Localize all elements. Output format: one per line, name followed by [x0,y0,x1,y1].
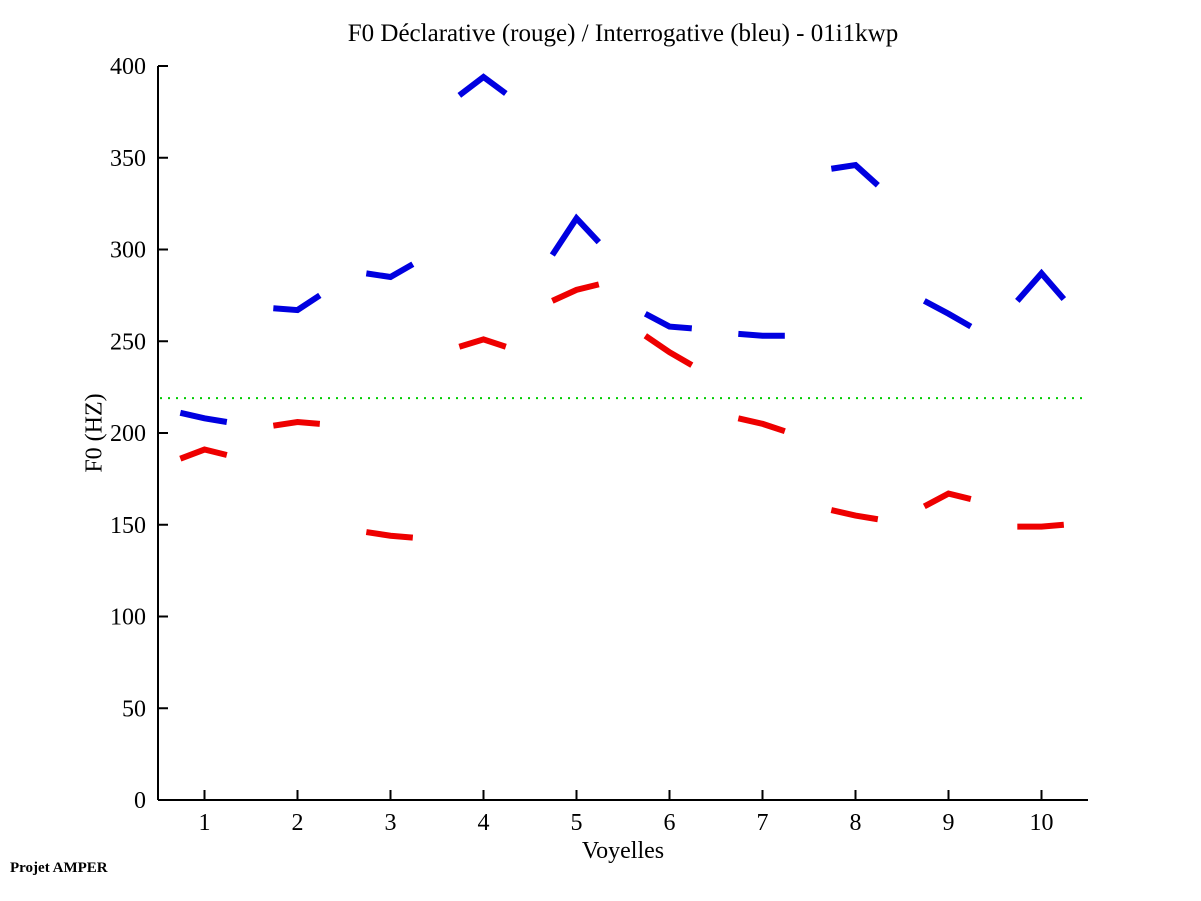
interrogative-segment [457,73,508,98]
interrogative-segment [643,311,693,332]
x-tick-label: 2 [292,810,304,836]
y-tick-label: 100 [110,605,146,631]
declarative-segment [1017,521,1065,530]
interrogative-segment [1015,268,1067,303]
declarative-segment [922,490,972,510]
x-tick-label: 5 [571,810,583,836]
y-tick-label: 50 [122,696,146,722]
x-tick-label: 9 [943,810,955,836]
declarative-segment [643,333,694,368]
x-axis-label: Voyelles [581,838,665,864]
y-tick-label: 300 [110,238,146,264]
x-tick-label: 10 [1030,810,1054,836]
y-tick-label: 0 [134,788,146,814]
x-tick-label: 6 [664,810,676,836]
declarative-segment [737,415,786,435]
y-tick-label: 200 [110,421,146,447]
y-tick-label: 350 [110,146,146,172]
interrogative-segment [273,292,322,314]
declarative-segment [458,336,507,350]
y-tick-label: 150 [110,513,146,539]
y-tick-label: 400 [110,54,146,80]
interrogative-segment [922,298,973,330]
chart-title: F0 Déclarative (rouge) / Interrogative (… [347,20,899,47]
interrogative-segment [549,213,602,257]
project-footer: Projet AMPER [10,860,108,876]
x-tick-label: 7 [757,810,769,836]
interrogative-segment [365,261,415,281]
declarative-segment [830,507,879,523]
interrogative-segment [830,161,880,188]
x-tick-label: 4 [478,810,490,836]
x-tick-label: 8 [850,810,862,836]
declarative-segment [551,281,600,304]
x-tick-label: 3 [385,810,397,836]
interrogative-segment [738,330,785,339]
y-tick-label: 250 [110,329,146,355]
x-tick-label: 1 [199,810,211,836]
declarative-segment [272,418,321,429]
declarative-segment [365,529,414,541]
declarative-segment [179,446,228,462]
interrogative-segment [179,409,228,425]
